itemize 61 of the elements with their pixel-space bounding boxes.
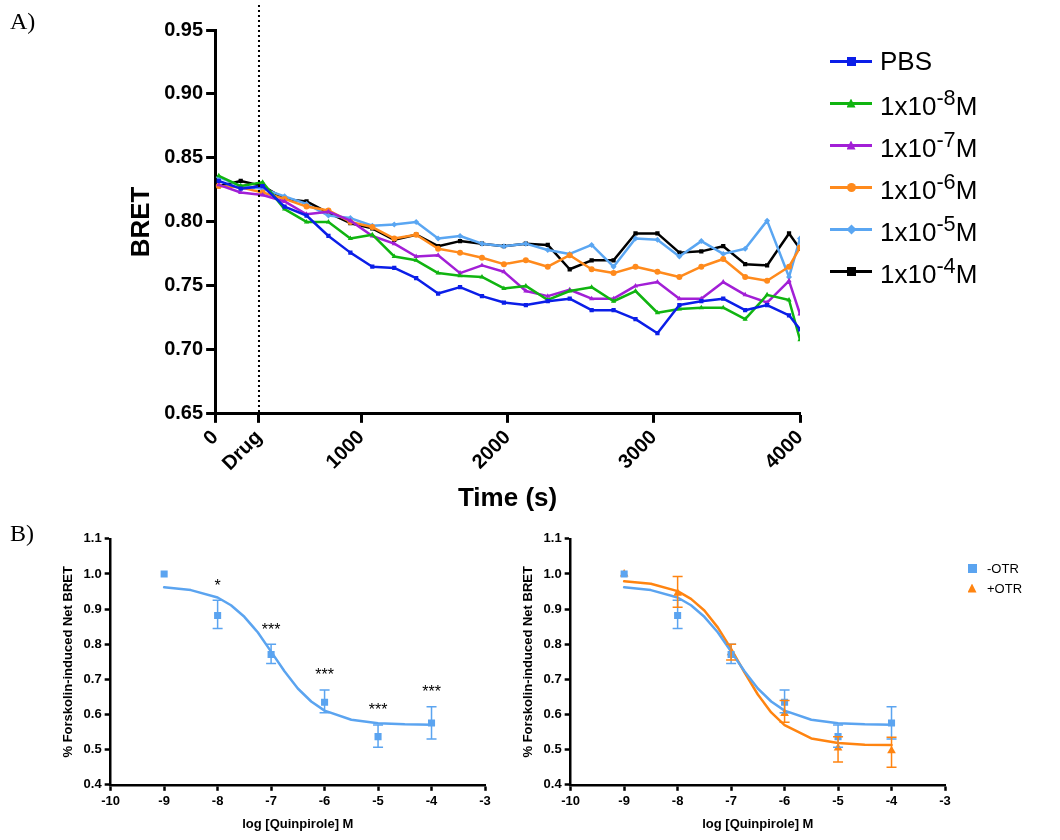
x-tick-label: -10 [561,793,581,809]
y-tick-label: 1.1 [543,530,562,546]
y-tick-label: 0.70 [164,337,204,360]
x-tick-label: -6 [778,793,791,809]
legend-label: +OTR [987,580,1023,596]
y-tick-label: 0.7 [83,670,102,686]
y-tick-label: 0.6 [83,706,102,722]
x-tick-label: -9 [158,793,170,809]
text: B) [10,520,34,547]
legend-label: 1x10$^{-5}$M [880,210,978,248]
legend-label: 1x10$^{-8}$M [880,84,978,122]
y-tick-label: 0.65 [164,401,204,424]
y-axis-title: % Forskolin-induced Net BRET [60,566,76,758]
legend-label: -OTR [987,560,1019,576]
annotation: *** [261,620,281,638]
x-axis-title: log [Quinpirole] M [242,815,354,831]
x-axis-title: Time (s) [457,481,558,512]
legend-label: PBS [880,45,933,77]
y-tick-label: 0.7 [543,670,562,686]
y-axis-title: % Forskolin-induced Net BRET [520,566,536,758]
y-tick-label: 1.1 [83,530,102,546]
y-tick-label: 0.75 [164,273,204,296]
x-tick-label: -7 [265,793,277,809]
legend-label: 1x10$^{-4}$M [880,252,978,290]
y-tick-label: 0.95 [164,17,204,40]
x-axis-title: log [Quinpirole] M [702,815,814,831]
x-tick-label: 0 [198,425,222,449]
x-tick-label: -4 [425,793,439,809]
x-tick-label: -3 [479,793,491,809]
x-tick-label: -7 [725,793,737,809]
x-tick-label: -3 [939,793,951,809]
x-tick-label: -5 [372,793,384,809]
annotation: *** [422,683,441,701]
y-tick-label: 0.8 [83,635,102,651]
x-tick-label: -8 [211,793,224,809]
legend-label: 1x10$^{-6}$M [880,168,978,206]
x-tick-label: -9 [618,793,630,809]
legend-label: 1x10$^{-7}$M [880,126,978,164]
y-tick-label: 0.9 [543,600,562,616]
y-tick-label: 0.9 [83,600,102,616]
y-tick-label: 0.5 [543,741,562,757]
y-tick-label: 0.90 [164,81,204,104]
annotation: * [214,576,221,594]
annotation: *** [368,701,388,719]
y-tick-label: 0.4 [543,776,563,792]
x-tick-label: -8 [671,793,684,809]
y-tick-label: 0.85 [164,145,204,168]
y-tick-label: 0.4 [83,776,103,792]
y-axis-title: BRET [124,186,155,258]
text: A) [10,8,36,35]
x-tick-label: -5 [832,793,844,809]
annotation: *** [315,666,334,684]
x-tick-label: -10 [101,793,121,809]
y-tick-label: 0.5 [83,741,102,757]
x-tick-label: -6 [318,793,331,809]
y-tick-label: 0.8 [543,635,562,651]
y-tick-label: 0.6 [543,706,562,722]
y-tick-label: 1.0 [543,565,562,581]
x-tick-label: -4 [885,793,899,809]
y-tick-label: 1.0 [83,565,102,581]
y-tick-label: 0.80 [164,209,204,232]
